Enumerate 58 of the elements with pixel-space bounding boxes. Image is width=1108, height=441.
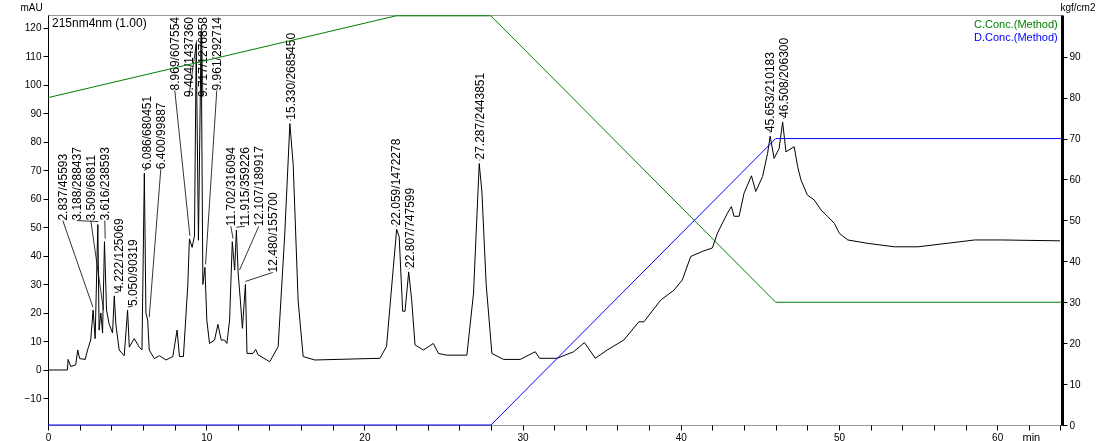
annotation: 15.330/2685450 [283, 32, 298, 120]
y-tick-label: 0 [35, 364, 42, 376]
y-tick-label: 110 [25, 50, 42, 62]
x-axis-title: min [1022, 430, 1041, 441]
x-tick-label: 0 [45, 431, 52, 441]
annotation: 2.837/45593 [55, 153, 70, 221]
annotation: 3.509/66811 [83, 154, 98, 221]
y-tick-label: 60 [30, 193, 42, 205]
annotation: 215nm4nm (1.00) [52, 16, 147, 30]
annotation: 22.807/747599 [402, 187, 417, 268]
y2-axis-title: kgf/cm2 [1060, 1, 1096, 13]
y-tick-label: 10 [30, 335, 42, 347]
annotation: 45.653/210183 [762, 51, 777, 133]
annotation: 46.508/206300 [776, 37, 791, 118]
x-tick-label: 10 [201, 431, 213, 441]
y2-tick-label: 80 [1069, 92, 1082, 104]
annotation: 9.404/1437360 [181, 16, 196, 98]
x-tick-label: 50 [833, 431, 846, 441]
y-tick-label: −10 [24, 392, 42, 404]
y2-tick-label: 10 [1069, 378, 1082, 390]
annotation: 22.059/1472278 [388, 138, 403, 226]
y-tick-label: 120 [24, 22, 42, 34]
x-tick-label: 60 [992, 431, 1004, 441]
annotation: 3.616/238593 [97, 146, 112, 221]
annotation: 6.086/680451 [139, 95, 154, 170]
y2-tick-label: 70 [1069, 133, 1082, 145]
annotation: 11.915/359226 [237, 146, 252, 227]
y-axis-title: mAU [20, 1, 43, 13]
y-tick-label: 40 [30, 250, 42, 262]
annotation: 8.969/607554 [167, 16, 182, 91]
x-tick-label: 40 [675, 431, 688, 441]
annotation: 6.400/99887 [153, 102, 168, 170]
annotation: 5.050/90319 [125, 239, 140, 307]
text: C.Conc.(Method) [974, 17, 1058, 30]
y-tick-label: 90 [30, 107, 42, 119]
y-tick-label: 20 [30, 307, 42, 319]
y-tick-label: 80 [30, 136, 42, 148]
annotation: 3.188/288437 [69, 146, 84, 221]
y-tick-label: 50 [30, 221, 42, 233]
annotation: 9.961/292714 [209, 16, 224, 91]
annotation: 12.480/155700 [265, 192, 280, 273]
text: D.Conc.(Method) [974, 30, 1058, 43]
y2-tick-label: 60 [1069, 173, 1082, 185]
y-tick-label: 70 [30, 164, 42, 176]
x-tick-label: 30 [517, 431, 530, 441]
y2-tick-label: 50 [1069, 214, 1082, 226]
y2-tick-label: 40 [1069, 255, 1082, 267]
x-tick-label: 20 [359, 431, 371, 441]
annotation: 11.702/316094 [223, 146, 238, 227]
annotation: 27.287/2443851 [472, 72, 487, 160]
y2-tick-label: 30 [1069, 296, 1082, 308]
y-tick-label: 30 [30, 278, 42, 290]
annotation: 4.222/125069 [111, 218, 126, 292]
y-tick-label: 100 [24, 79, 42, 91]
y2-tick-label: 0 [1069, 419, 1076, 431]
y2-tick-label: 90 [1069, 51, 1082, 63]
annotation: 12.107/189917 [251, 145, 266, 227]
y2-tick-label: 20 [1069, 337, 1082, 349]
